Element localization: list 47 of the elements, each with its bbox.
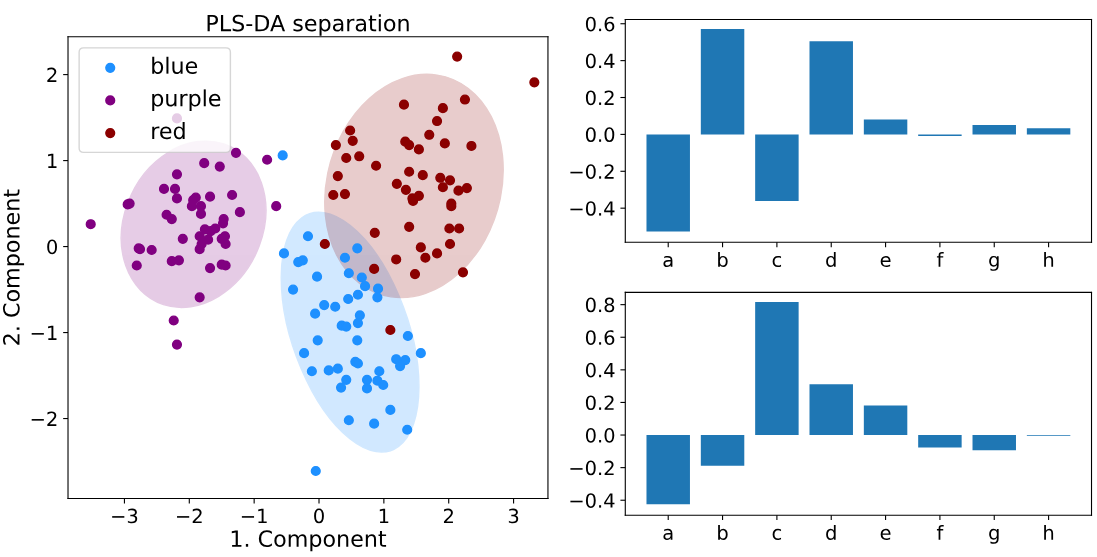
y-tick-label: −0.2 (570, 164, 614, 179)
x-tick-label: g (989, 528, 999, 544)
legend-label: purple (152, 89, 221, 111)
x-tick-label: h (1044, 252, 1054, 267)
x-axis-title: 1. Component (231, 530, 387, 552)
x-tick-label: e (880, 528, 891, 540)
x-tick-label: f (936, 252, 944, 267)
y-tick-label: 0.0 (585, 427, 615, 443)
y-tick-label: 0.0 (585, 127, 615, 143)
x-tick-label: b (718, 252, 728, 268)
x-tick-label: 3 (508, 508, 519, 524)
x-tick-label: c (772, 528, 782, 540)
x-tick-label: f (936, 524, 944, 540)
x-tick-label: b (718, 524, 728, 540)
x-tick-label: e (880, 255, 891, 268)
x-tick-label: h (1044, 524, 1054, 540)
y-tick-label: 0.2 (585, 90, 614, 106)
y-tick-label: 0.6 (585, 16, 615, 32)
x-tick-label: −1 (241, 508, 267, 524)
y-tick-label: 1 (48, 153, 57, 168)
x-tick-label: a (663, 255, 673, 268)
x-tick-label: −2 (177, 508, 202, 524)
y-tick-label: 0.4 (585, 362, 615, 378)
x-tick-label: 1 (379, 508, 389, 524)
x-tick-label: 2 (443, 508, 453, 524)
y-tick-label: 2 (47, 67, 57, 82)
x-tick-label: a (663, 528, 673, 540)
x-tick-label: d (826, 252, 836, 268)
y-tick-label: −0.2 (570, 460, 614, 476)
y-tick-label: 0 (47, 239, 57, 255)
y-tick-label: −0.4 (570, 493, 615, 508)
x-tick-label: −3 (112, 508, 138, 524)
legend-label: red (152, 122, 185, 140)
x-tick-label: 0 (314, 508, 324, 524)
y-tick-label: −2 (31, 411, 57, 426)
y-tick-label: −0.4 (570, 201, 615, 216)
y-tick-label: 0.8 (585, 297, 615, 313)
y-tick-label: 0.6 (585, 330, 615, 345)
chart-title: PLS-DA separation (207, 14, 409, 36)
x-tick-label: d (826, 524, 836, 540)
y-tick-label: −1 (31, 325, 57, 340)
y-tick-label: 0.4 (585, 53, 615, 69)
y-tick-label: 0.2 (585, 395, 614, 411)
legend-label: blue (152, 56, 198, 74)
x-tick-label: g (989, 255, 999, 271)
y-axis-title: 2. Component (2, 189, 25, 345)
x-tick-label: c (772, 255, 782, 268)
